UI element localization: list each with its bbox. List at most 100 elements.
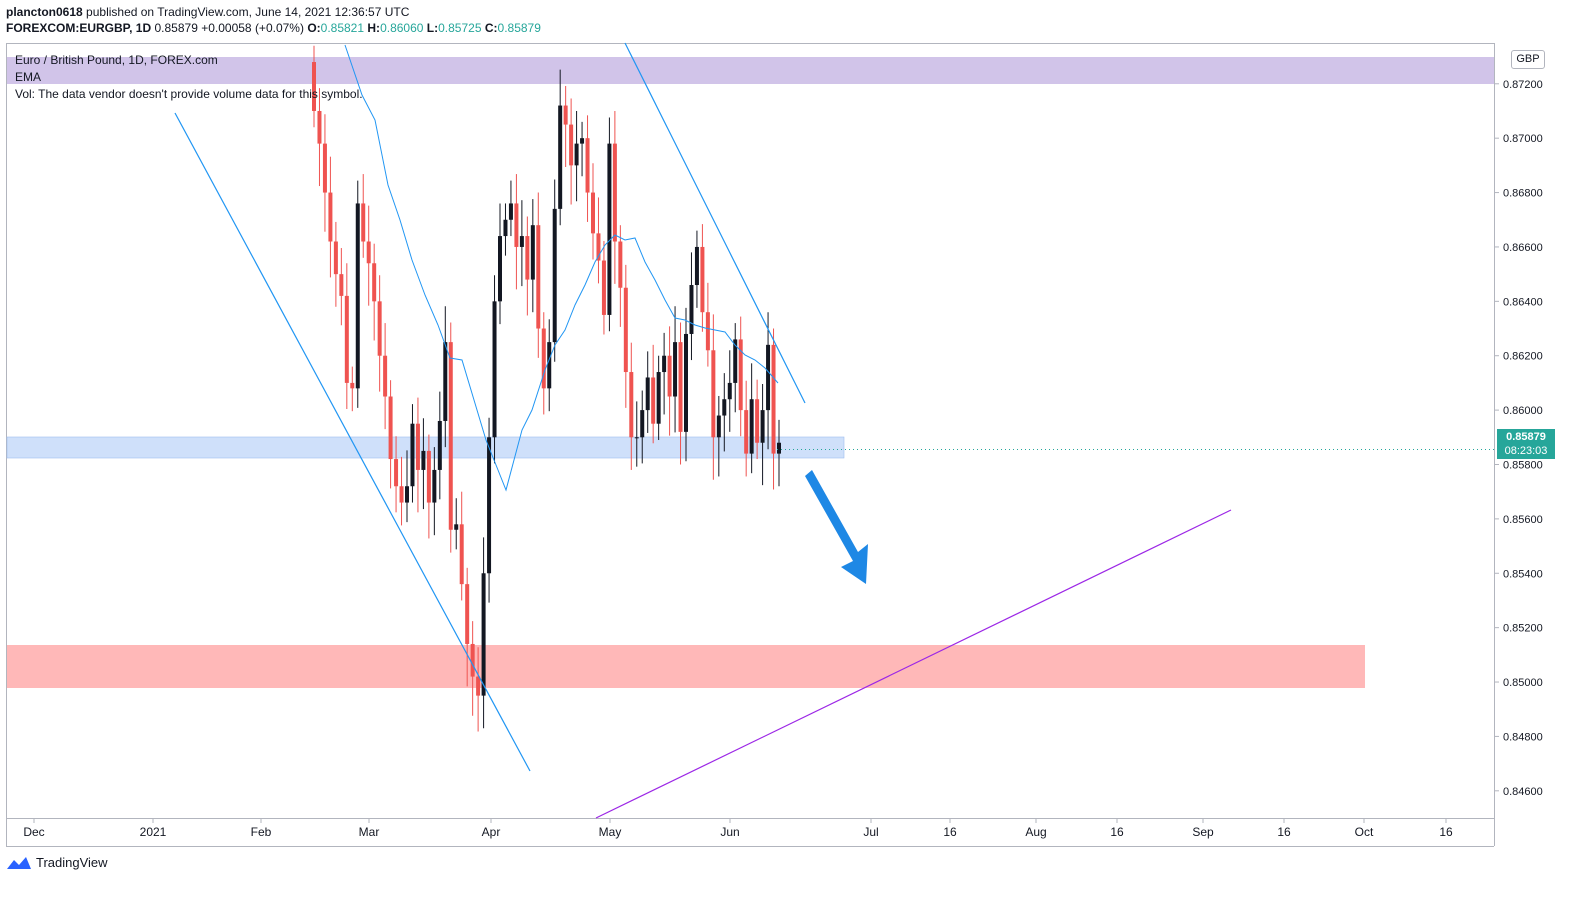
candle-down[interactable] <box>388 396 393 460</box>
candle-up[interactable] <box>432 469 437 503</box>
candle-down[interactable] <box>465 584 470 644</box>
candle-down[interactable] <box>525 236 530 280</box>
legend-volume[interactable]: Vol: The data vendor doesn't provide vol… <box>15 87 363 101</box>
candle-down[interactable] <box>667 355 672 397</box>
candle-down[interactable] <box>344 295 349 383</box>
candle-down[interactable] <box>415 423 420 470</box>
candle-down[interactable] <box>541 328 546 389</box>
candle-down[interactable] <box>312 62 316 111</box>
candle-down[interactable] <box>585 138 590 193</box>
candle-down[interactable] <box>470 643 475 677</box>
candle-down[interactable] <box>738 339 743 411</box>
resistance-zone-purple[interactable] <box>7 57 1494 84</box>
candle-up[interactable] <box>722 399 727 416</box>
legend-ema[interactable]: EMA <box>15 70 42 84</box>
candle-down[interactable] <box>317 110 322 144</box>
down-arrow-icon[interactable] <box>805 470 868 584</box>
candle-up[interactable] <box>421 450 426 470</box>
candle-down[interactable] <box>399 486 404 503</box>
candle-down[interactable] <box>372 263 377 302</box>
candle-up[interactable] <box>766 344 771 411</box>
candle-down[interactable] <box>333 241 338 275</box>
candle-up[interactable] <box>355 203 360 389</box>
candle-up[interactable] <box>645 377 650 411</box>
candle-down[interactable] <box>328 192 333 242</box>
support-zone-red[interactable] <box>7 645 1365 688</box>
candle-up[interactable] <box>694 246 699 286</box>
candle-up[interactable] <box>662 355 667 373</box>
candle-down[interactable] <box>700 246 705 313</box>
candle-up[interactable] <box>689 285 694 334</box>
trendline-ascending-purple[interactable] <box>595 509 1232 819</box>
candle-up[interactable] <box>437 420 442 470</box>
candle-down[interactable] <box>350 382 355 389</box>
candle-down[interactable] <box>744 410 749 454</box>
candle-up[interactable] <box>492 301 497 438</box>
candle-down[interactable] <box>705 312 710 351</box>
trendline-descending-upper[interactable] <box>624 42 806 404</box>
candle-down[interactable] <box>514 203 519 247</box>
candle-up[interactable] <box>552 208 557 343</box>
candle-up[interactable] <box>749 399 754 454</box>
candle-down[interactable] <box>377 301 382 356</box>
candle-up[interactable] <box>777 442 781 454</box>
candle-down[interactable] <box>394 459 399 487</box>
publisher-name[interactable]: plancton0618 <box>6 5 83 19</box>
candle-down[interactable] <box>711 350 716 438</box>
candle-up[interactable] <box>558 105 563 209</box>
candle-up[interactable] <box>530 225 535 280</box>
candle-up[interactable] <box>733 339 738 383</box>
candle-up[interactable] <box>508 203 513 220</box>
candle-down[interactable] <box>771 344 776 454</box>
candle-down[interactable] <box>426 450 431 503</box>
candle-down[interactable] <box>755 399 760 443</box>
candle-down[interactable] <box>448 342 453 530</box>
candle-up[interactable] <box>547 342 552 389</box>
candle-down[interactable] <box>476 676 481 696</box>
candle-down[interactable] <box>601 260 606 315</box>
candle-up[interactable] <box>656 372 661 424</box>
candle-up[interactable] <box>640 410 645 438</box>
candle-down[interactable] <box>678 342 683 432</box>
candle-down[interactable] <box>612 143 617 242</box>
candle-up[interactable] <box>410 423 415 487</box>
candle-up[interactable] <box>498 236 502 302</box>
candle-up[interactable] <box>487 437 492 574</box>
legend-title[interactable]: Euro / British Pound, 1D, FOREX.com <box>15 53 218 67</box>
candle-down[interactable] <box>651 377 656 424</box>
candle-up[interactable] <box>684 333 688 432</box>
candle-up[interactable] <box>716 415 721 438</box>
candle-up[interactable] <box>405 486 409 503</box>
candle-up[interactable] <box>574 143 579 166</box>
candle-up[interactable] <box>454 524 459 530</box>
candle-up[interactable] <box>580 138 585 144</box>
candle-up[interactable] <box>760 410 765 443</box>
candle-up[interactable] <box>727 382 732 400</box>
support-zone-blue[interactable] <box>6 436 845 459</box>
candle-down[interactable] <box>563 105 568 125</box>
currency-badge[interactable]: GBP <box>1511 50 1545 69</box>
candle-up[interactable] <box>503 219 508 237</box>
candle-up[interactable] <box>481 573 486 696</box>
candle-down[interactable] <box>383 355 388 397</box>
footer-brand[interactable]: TradingView <box>6 855 108 870</box>
candle-down[interactable] <box>536 225 541 329</box>
trendline-descending-lower[interactable] <box>174 112 531 772</box>
candle-down[interactable] <box>591 192 595 234</box>
candle-down[interactable] <box>569 124 574 166</box>
candle-up[interactable] <box>673 342 678 397</box>
candle-down[interactable] <box>339 274 344 296</box>
candle-up[interactable] <box>519 236 524 247</box>
candle-up[interactable] <box>443 342 448 421</box>
candle-down[interactable] <box>623 287 628 373</box>
candle-down[interactable] <box>618 241 623 288</box>
candle-down[interactable] <box>361 203 366 242</box>
candle-down[interactable] <box>322 143 327 193</box>
symbol-name[interactable]: FOREXCOM:EURGBP, 1D <box>6 21 152 35</box>
candle-up[interactable] <box>634 437 639 439</box>
candle-up[interactable] <box>607 143 612 315</box>
candle-down[interactable] <box>366 241 371 264</box>
candle-down[interactable] <box>596 233 601 261</box>
candle-down[interactable] <box>459 524 464 585</box>
